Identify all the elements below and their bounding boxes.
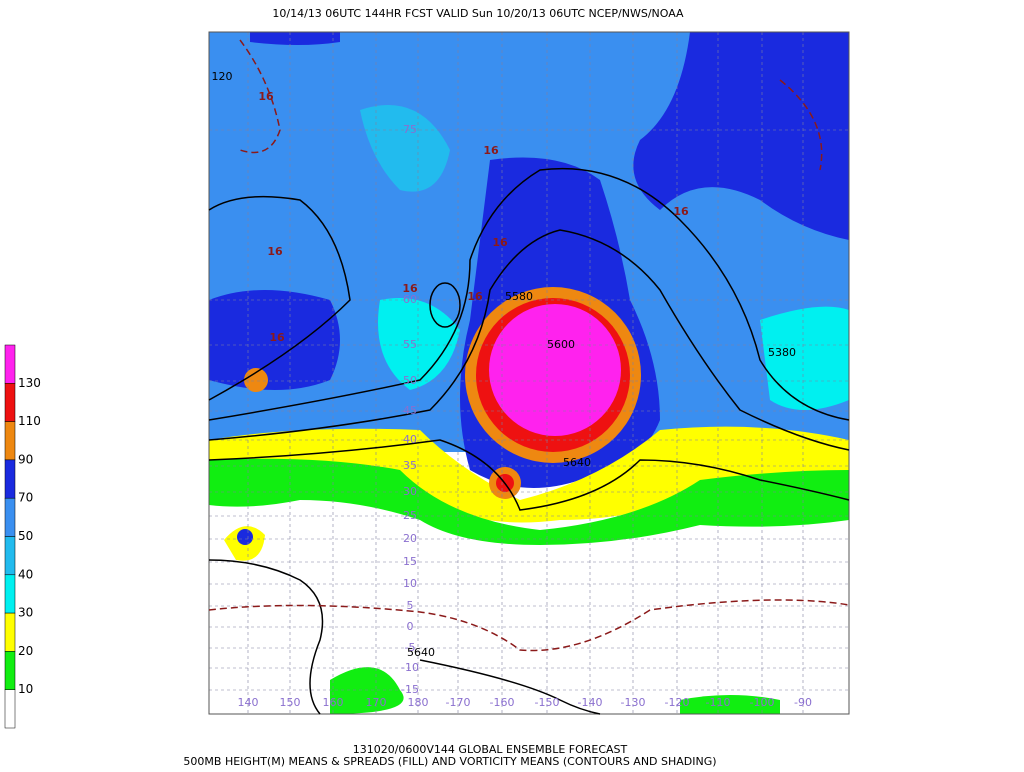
spread-fill-20 bbox=[209, 426, 849, 523]
colorbar-label: 30 bbox=[18, 606, 33, 620]
colorbar-label: 20 bbox=[18, 644, 33, 658]
vorticity-label: 16 bbox=[673, 205, 689, 218]
spread-fill-10 bbox=[330, 667, 404, 714]
vorticity-line bbox=[779, 79, 823, 171]
latitude-label: 60 bbox=[403, 293, 417, 306]
spread-fill-30 bbox=[760, 306, 849, 410]
vorticity-label: 16 bbox=[267, 245, 283, 258]
spread-fill-70 bbox=[237, 529, 253, 545]
longitude-label: 180 bbox=[408, 696, 429, 709]
spread-fill-70 bbox=[633, 32, 849, 240]
latitude-label: 0 bbox=[407, 620, 414, 633]
header-title: 10/14/13 06UTC 144HR FCST VALID Sun 10/2… bbox=[272, 7, 684, 20]
longitude-label: -160 bbox=[490, 696, 515, 709]
contour-label: 5580 bbox=[505, 290, 533, 303]
longitude-label: -140 bbox=[578, 696, 603, 709]
colorbar: 130 110 90 70 50 40 30 20 10 bbox=[4, 344, 41, 729]
contour-line bbox=[208, 439, 850, 511]
vorticity-line bbox=[208, 599, 850, 652]
vorticity-label: 16 bbox=[258, 90, 274, 103]
latitude-label: 75 bbox=[403, 123, 417, 136]
latitude-label: -15 bbox=[401, 683, 419, 696]
longitude-label: -150 bbox=[535, 696, 560, 709]
spread-fill-30 bbox=[378, 298, 460, 390]
longitude-label: 160 bbox=[323, 696, 344, 709]
colorbar-segment bbox=[4, 689, 16, 729]
spread-fill-10 bbox=[209, 458, 849, 545]
contour-label: 5380 bbox=[768, 346, 796, 359]
vorticity-label: 16 bbox=[402, 282, 418, 295]
spread-fill-130 bbox=[489, 304, 621, 436]
longitude-label: 150 bbox=[280, 696, 301, 709]
spread-fill-90 bbox=[244, 368, 268, 392]
vorticity-contours bbox=[208, 39, 850, 652]
footer-line: 131020/0600V144 GLOBAL ENSEMBLE FORECAST bbox=[353, 743, 628, 756]
height-contours bbox=[208, 167, 850, 715]
latitude-label: -5 bbox=[405, 641, 416, 654]
spread-fill-10 bbox=[680, 695, 780, 714]
contour-label: 120 bbox=[212, 70, 233, 83]
colorbar-segment bbox=[4, 421, 16, 461]
latitude-label: 45 bbox=[403, 404, 417, 417]
latitude-label: 10 bbox=[403, 577, 417, 590]
colorbar-label: 110 bbox=[18, 414, 41, 428]
vorticity-label: 16 bbox=[483, 144, 499, 157]
longitude-label: -170 bbox=[446, 696, 471, 709]
latitude-label: 5 bbox=[407, 599, 414, 612]
longitude-label: -90 bbox=[794, 696, 812, 709]
spread-fill-70 bbox=[209, 290, 340, 390]
colorbar-label: 50 bbox=[18, 529, 33, 543]
colorbar-segment bbox=[4, 344, 16, 384]
contour-label: 5600 bbox=[547, 338, 575, 351]
latitude-label: 30 bbox=[403, 485, 417, 498]
vorticity-label: 16 bbox=[269, 331, 285, 344]
colorbar-label: 90 bbox=[18, 452, 33, 466]
latitude-label: -10 bbox=[401, 661, 419, 674]
longitude-label: -130 bbox=[621, 696, 646, 709]
contour-line bbox=[208, 195, 351, 401]
vorticity-label: 16 bbox=[492, 236, 508, 249]
map-frame bbox=[208, 31, 850, 715]
latitude-label: 15 bbox=[403, 555, 417, 568]
longitude-label: 170 bbox=[366, 696, 387, 709]
spread-fill-70 bbox=[250, 32, 340, 45]
colorbar-segment bbox=[4, 612, 16, 652]
colorbar-label: 130 bbox=[18, 376, 41, 390]
longitude-label: -120 bbox=[665, 696, 690, 709]
contour-label: 5640 bbox=[407, 646, 435, 659]
longitude-label: -110 bbox=[706, 696, 731, 709]
contour-line bbox=[419, 659, 601, 715]
graticule bbox=[208, 31, 850, 715]
longitude-label: 140 bbox=[238, 696, 259, 709]
colorbar-label: 70 bbox=[18, 491, 33, 505]
colorbar-segment bbox=[4, 574, 16, 614]
vorticity-label: 16 bbox=[467, 290, 483, 303]
contour-line bbox=[208, 229, 850, 451]
vorticity-line bbox=[239, 39, 281, 154]
spread-fill-40 bbox=[360, 105, 450, 192]
colorbar-label: 10 bbox=[18, 682, 33, 696]
latitude-label: 35 bbox=[403, 459, 417, 472]
contour-line bbox=[208, 167, 850, 421]
longitude-label: -100 bbox=[750, 696, 775, 709]
contour-line bbox=[429, 282, 461, 328]
latitude-label: 50 bbox=[403, 374, 417, 387]
colorbar-segment bbox=[4, 536, 16, 576]
contour-label: 5640 bbox=[563, 456, 591, 469]
latitude-label: 55 bbox=[403, 338, 417, 351]
latitude-label: 40 bbox=[403, 433, 417, 446]
colorbar-label: 40 bbox=[18, 567, 33, 581]
colorbar-segment bbox=[4, 383, 16, 422]
latitude-label: 20 bbox=[403, 532, 417, 545]
latitude-label: 25 bbox=[403, 509, 417, 522]
footer-line: 500MB HEIGHT(M) MEANS & SPREADS (FILL) A… bbox=[183, 755, 716, 768]
map-fill bbox=[209, 32, 849, 714]
colorbar-segment bbox=[4, 651, 16, 690]
colorbar-segment bbox=[4, 497, 16, 537]
colorbar-segment bbox=[4, 459, 16, 499]
